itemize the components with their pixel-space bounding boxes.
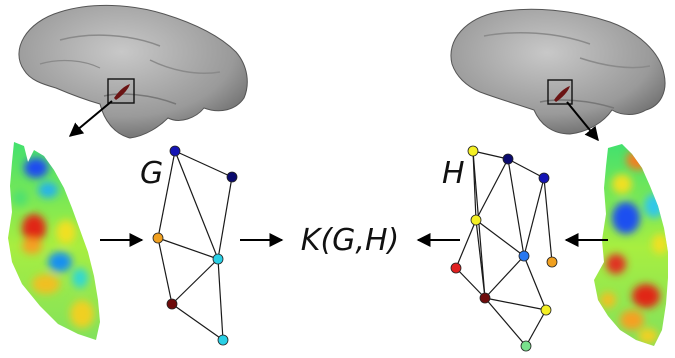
left-roi-region	[114, 84, 130, 100]
graph-g-node	[217, 334, 229, 346]
right-roi-box	[547, 79, 573, 105]
right-activation-map	[594, 144, 668, 346]
graph-h: H	[442, 145, 558, 352]
graph-g-label: G	[140, 156, 163, 191]
left-roi-box	[107, 78, 135, 104]
graph-h-node	[538, 172, 550, 184]
graph-h-node	[479, 292, 491, 304]
graph-h-node	[450, 262, 462, 274]
graph-g-node	[166, 298, 178, 310]
graph-g-node	[212, 253, 224, 265]
right-extract-arrow	[566, 101, 599, 142]
left-brain-surface	[18, 4, 248, 139]
kernel-label: K(G,H)	[301, 223, 399, 258]
graph-h-node	[470, 214, 482, 226]
left-activation-map	[8, 142, 100, 340]
graph-g-node	[226, 171, 238, 183]
left-extract-arrow	[68, 100, 113, 137]
graph-g-node	[152, 232, 164, 244]
graph-h-node	[520, 340, 532, 352]
graph-h-node	[546, 256, 558, 268]
graph-h-node	[540, 304, 552, 316]
graph-g: G	[140, 145, 238, 346]
graph-g-edges	[157, 150, 233, 341]
graph-h-node	[518, 250, 530, 262]
graph-h-node	[502, 153, 514, 165]
graph-h-edges	[455, 150, 553, 347]
right-brain-surface	[450, 8, 666, 135]
graph-h-label: H	[442, 156, 465, 191]
right-roi-region	[554, 86, 570, 102]
graph-g-node	[169, 145, 181, 157]
graph-h-node	[467, 145, 479, 157]
